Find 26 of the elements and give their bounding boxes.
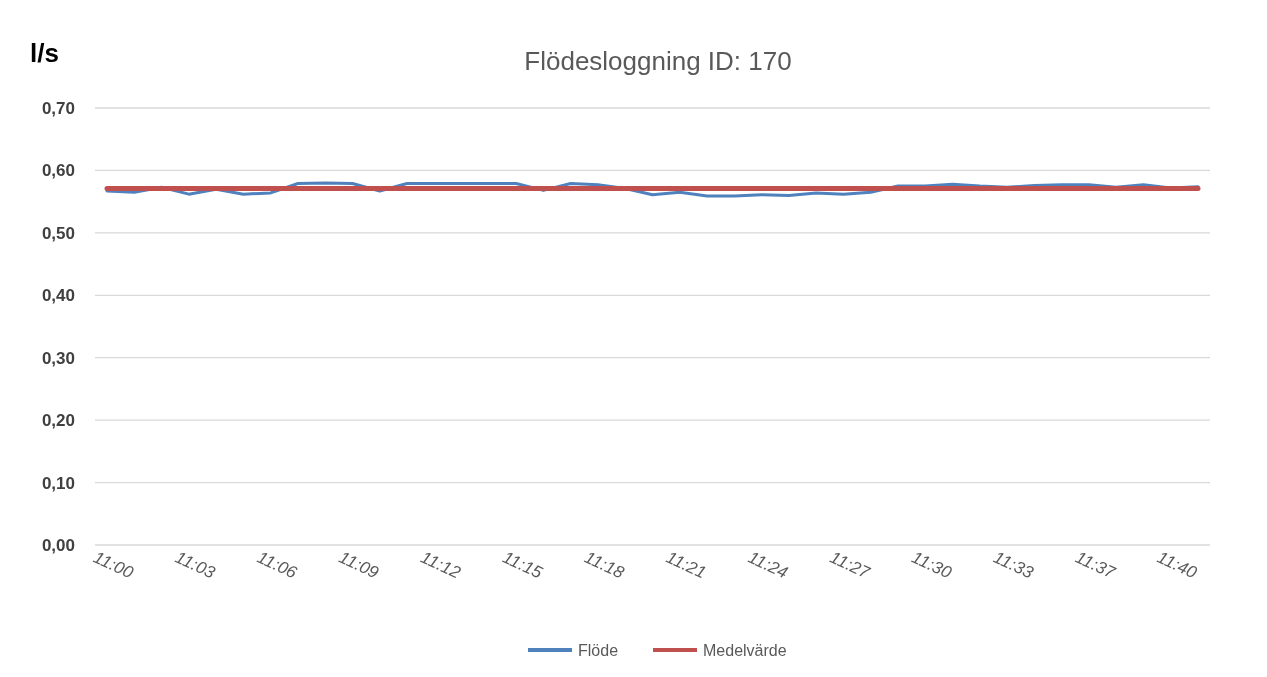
- y-tick-label: 0,50: [41, 223, 75, 243]
- y-tick-label: 0,20: [41, 411, 75, 431]
- y-tick-label: 0,70: [41, 99, 75, 118]
- y-tick-label: 0,10: [41, 473, 75, 493]
- y-tick-label: 0,00: [41, 536, 75, 555]
- x-tick-label: 11:15: [499, 547, 546, 583]
- y-tick-label: 0,30: [41, 348, 75, 368]
- y-axis-title: l/s: [30, 38, 59, 68]
- y-tick-label: 0,40: [41, 286, 75, 306]
- x-tick-label: 11:18: [581, 547, 628, 583]
- x-tick-label: 11:24: [745, 547, 791, 583]
- x-tick-label: 11:30: [908, 547, 955, 583]
- legend-label: Flöde: [578, 642, 619, 659]
- x-tick-label: 11:06: [254, 547, 301, 583]
- x-tick-label: 11:40: [1154, 547, 1201, 583]
- x-tick-label: 11:00: [90, 547, 137, 583]
- x-tick-label: 11:09: [336, 547, 383, 583]
- x-tick-label: 11:37: [1072, 547, 1119, 583]
- legend-label: Medelvärde: [703, 642, 787, 659]
- chart-title: Flödesloggning ID: 170: [524, 46, 792, 76]
- x-tick-label: 11:03: [172, 547, 219, 583]
- y-tick-label: 0,60: [41, 161, 75, 181]
- x-tick-label: 11:27: [827, 547, 873, 583]
- x-tick-label: 11:21: [663, 547, 709, 583]
- x-tick-label: 11:33: [990, 547, 1037, 583]
- x-tick-label: 11:12: [417, 547, 464, 583]
